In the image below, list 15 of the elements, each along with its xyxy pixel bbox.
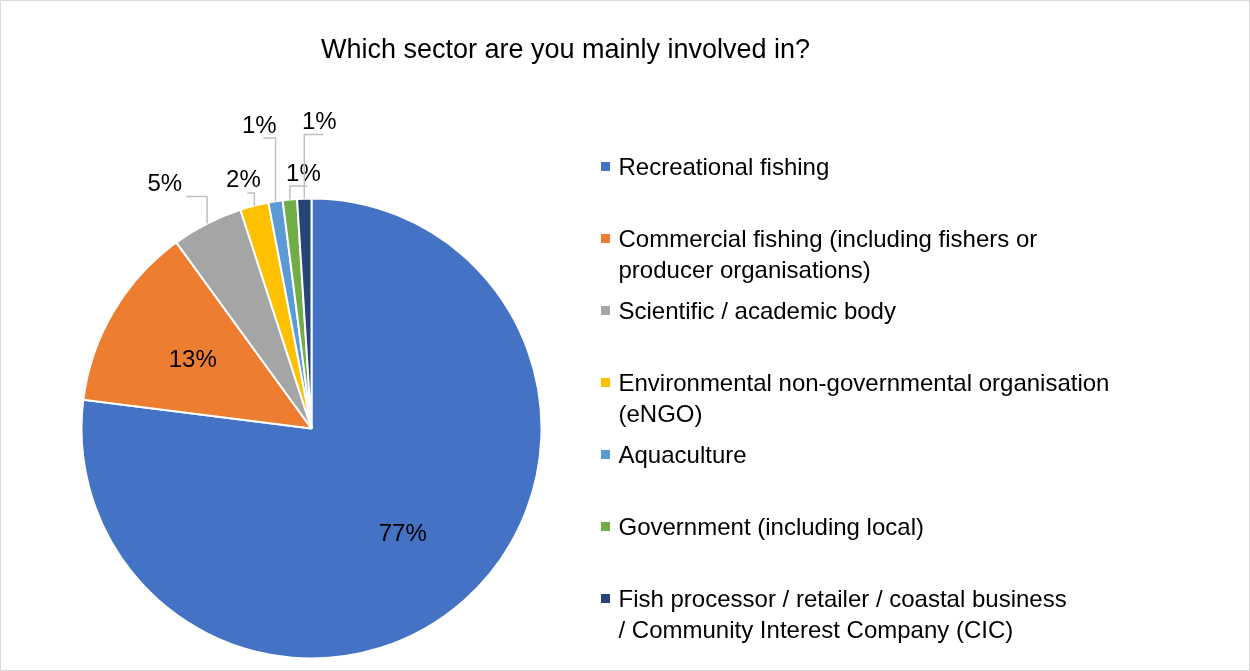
data-label: 5% [147,169,183,197]
legend-label: Aquaculture [618,440,747,468]
legend-label: Environmental non-governmental organisation (eNGO) [618,368,1110,427]
legend-label: Fish processor / retailer / coastal business / Community Interest Company (CIC) [618,584,1067,643]
data-label: 13% [168,344,217,372]
legend-label: Commercial fishing (including fishers or producer organisations) [618,224,1038,283]
data-label: 2% [226,165,261,193]
data-label: 1% [301,106,337,134]
chart-title: Which sector are you mainly involved in? [320,33,811,64]
legend-label: Recreational fishing [618,152,830,180]
data-label: 1% [241,110,277,138]
data-label: 77% [378,518,427,546]
legend-label: Scientific / academic body [618,296,896,324]
legend-label: Government (including local) [618,512,924,540]
data-label: 1% [286,158,321,186]
